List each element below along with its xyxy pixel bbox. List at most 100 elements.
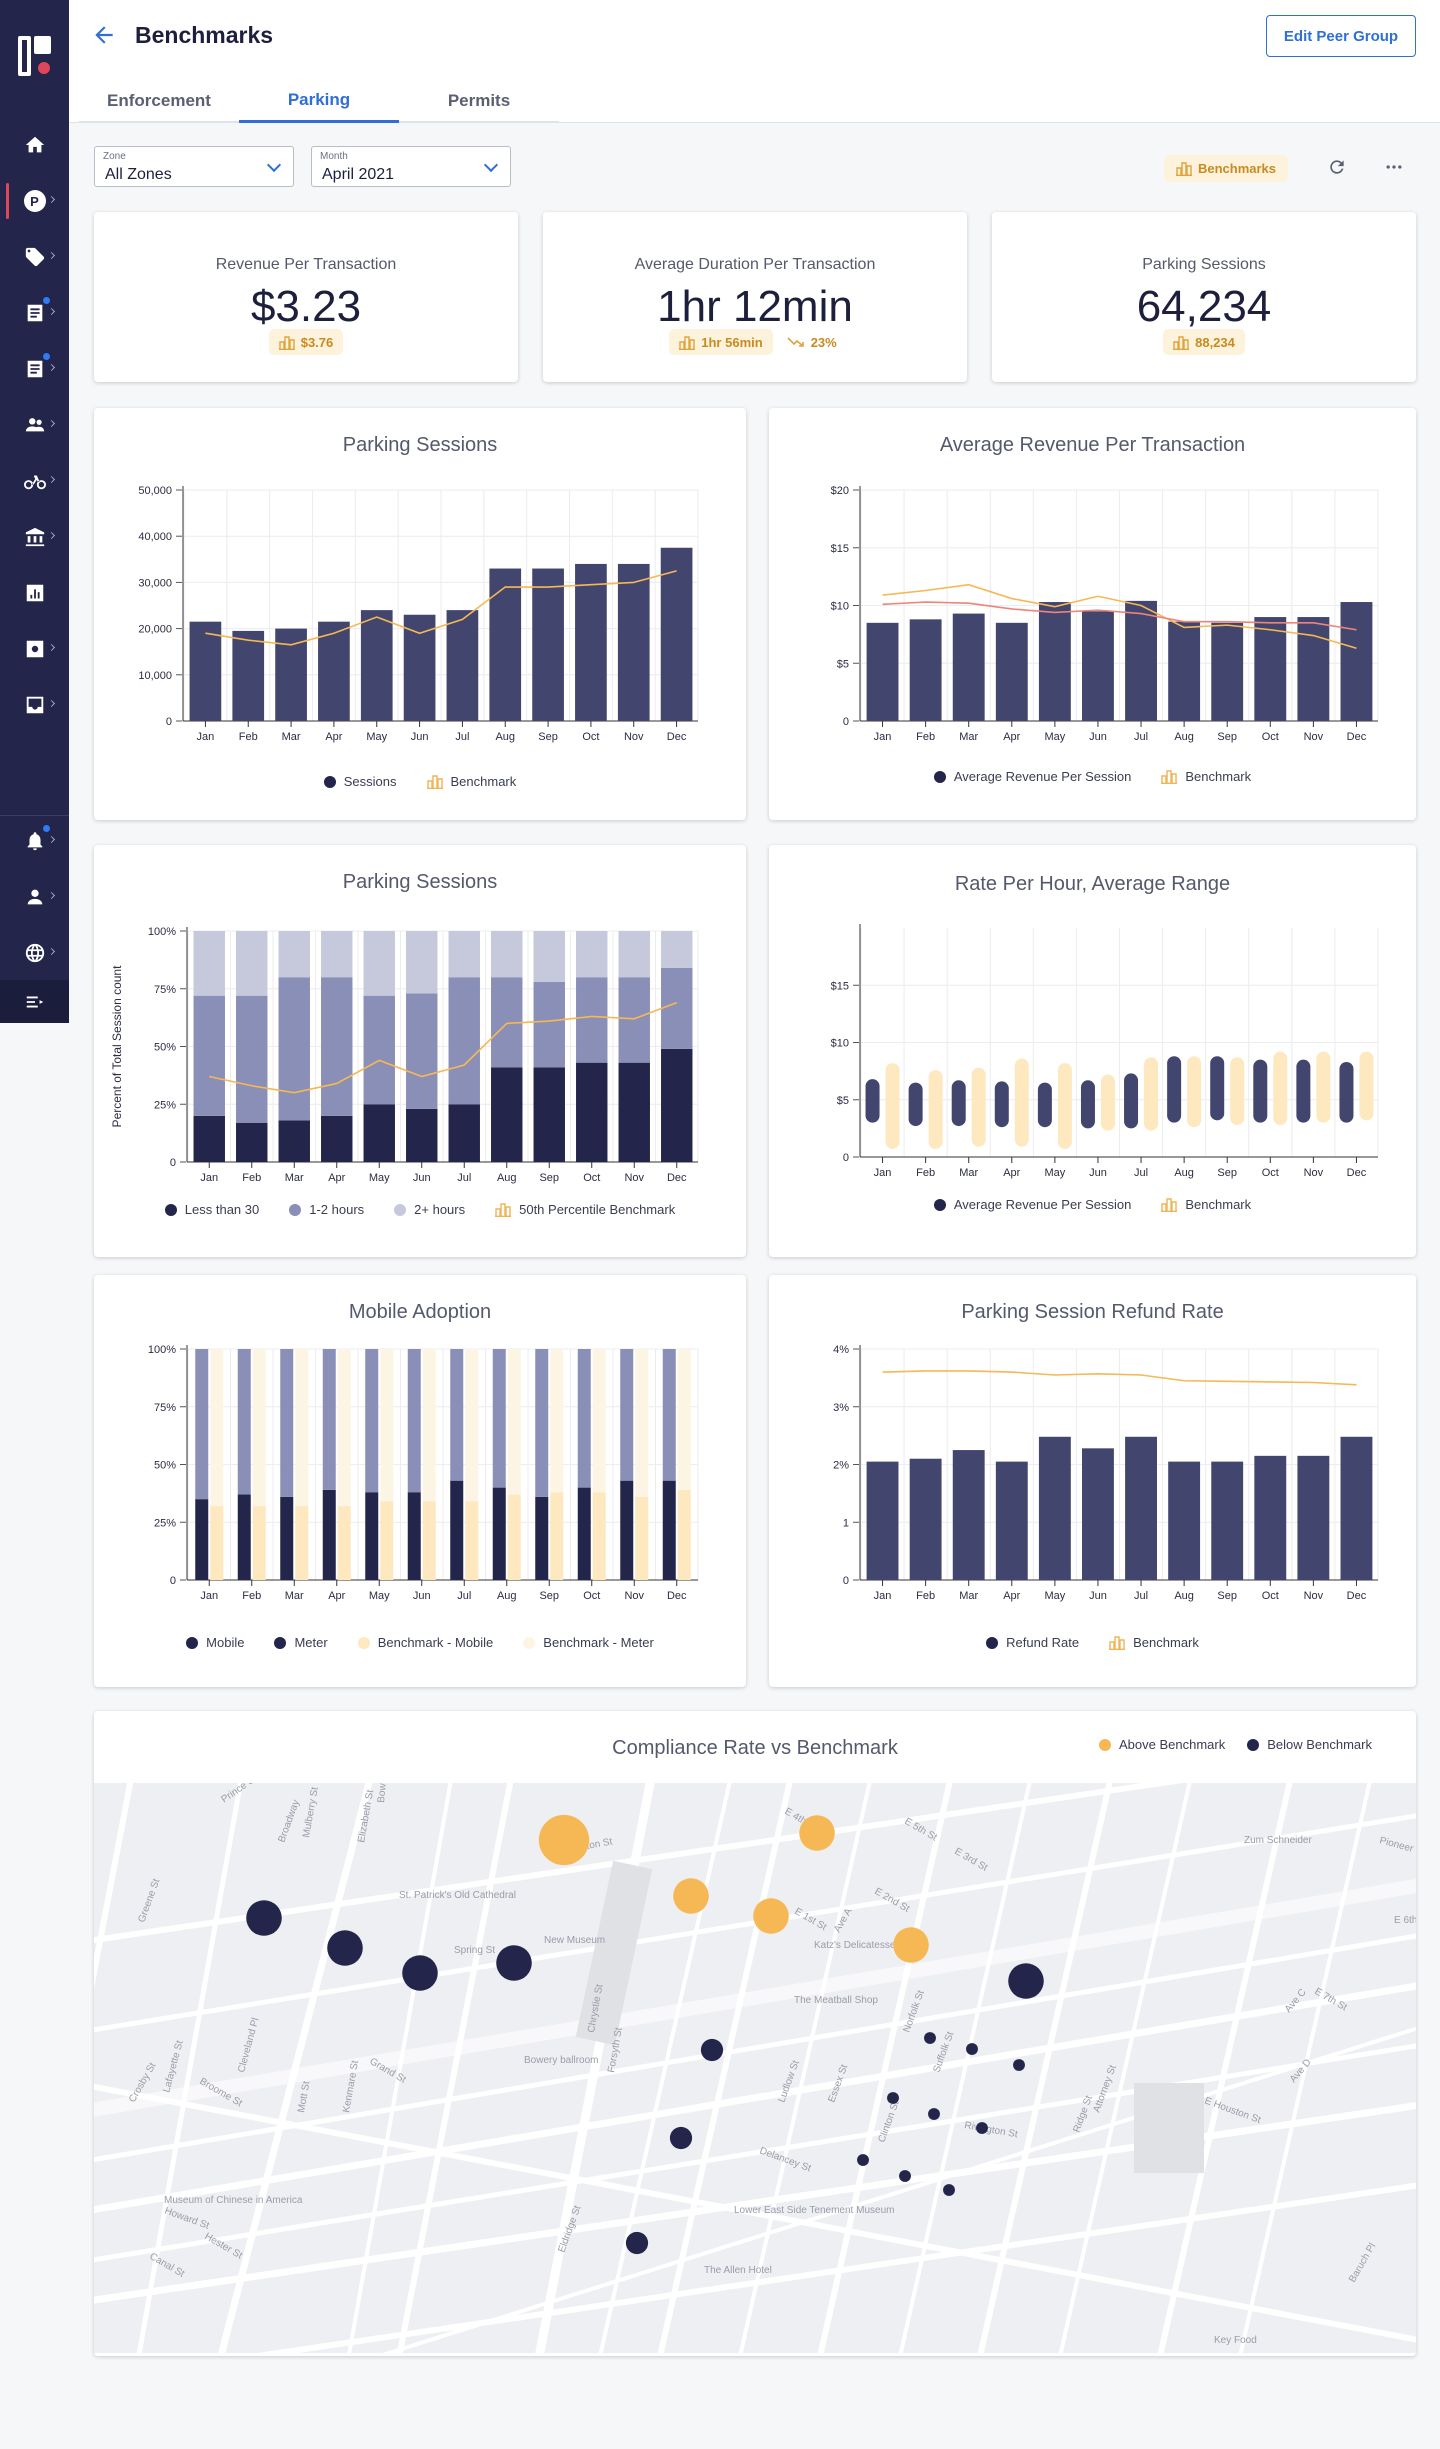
y-tick-label: 25%: [154, 1099, 176, 1111]
stacked-bar-mobile: [577, 1487, 591, 1580]
map-point-above-benchmark[interactable]: [753, 1898, 789, 1934]
nav-parking[interactable]: P: [0, 179, 69, 223]
legend-item-average-revenue-per-session: Average Revenue Per Session: [933, 1197, 1131, 1212]
map-point-below-benchmark[interactable]: [625, 2231, 649, 2255]
stacked-bar-meter: [620, 1349, 634, 1481]
legend-item-average-revenue-per-session: Average Revenue Per Session: [933, 769, 1131, 784]
stacked-bar-2-hours: [661, 931, 693, 968]
nav-language[interactable]: [0, 931, 69, 975]
nav-users[interactable]: [0, 403, 69, 447]
stacked-bar-benchmark-meter: [465, 1349, 479, 1502]
x-tick-label: Oct: [583, 1172, 600, 1184]
map-point-below-benchmark[interactable]: [857, 2154, 869, 2166]
bar-average-revenue-per-session: [866, 622, 899, 721]
nav-home[interactable]: [0, 123, 69, 167]
y-tick-label: 50%: [154, 1042, 176, 1054]
map-point-below-benchmark[interactable]: [899, 2170, 911, 2182]
back-arrow-icon[interactable]: [91, 22, 117, 48]
edit-peer-group-button[interactable]: Edit Peer Group: [1266, 15, 1416, 57]
map-point-below-benchmark[interactable]: [887, 2092, 899, 2104]
kpi-label: Parking Sessions: [1142, 256, 1266, 273]
compliance-map[interactable]: Prince St Broadway Mulberry St Elizabeth St…: [94, 1783, 1416, 2353]
bicycle-icon: [23, 475, 46, 490]
bar-refund-rate: [866, 1461, 899, 1580]
map-point-above-benchmark[interactable]: [893, 1927, 929, 1963]
map-point-below-benchmark[interactable]: [924, 2032, 936, 2044]
app-logo[interactable]: [18, 36, 51, 76]
x-tick-label: Aug: [497, 1590, 517, 1602]
chevron-right-icon: [49, 251, 57, 261]
nav-citations[interactable]: [0, 291, 69, 335]
chevron-right-icon: [49, 307, 57, 317]
stacked-bar-less-than-30: [448, 1104, 480, 1162]
range-bar-average: [1167, 1056, 1182, 1123]
x-tick-label: Jan: [197, 731, 215, 743]
chart-title: Parking Session Refund Rate: [961, 1301, 1224, 1323]
map-street-label: Greene St: [136, 1877, 162, 1924]
map-point-above-benchmark[interactable]: [799, 1815, 835, 1851]
map-point-above-benchmark[interactable]: [673, 1878, 709, 1914]
collapse-sidebar-button[interactable]: [0, 980, 69, 1023]
month-select[interactable]: Month April 2021: [311, 146, 511, 187]
x-tick-label: Sep: [539, 1172, 559, 1184]
map-point-below-benchmark[interactable]: [1013, 2059, 1025, 2071]
map-point-below-benchmark[interactable]: [943, 2184, 955, 2196]
tab-enforcement[interactable]: Enforcement: [79, 80, 239, 123]
chart-marks: [189, 547, 693, 721]
x-tick-label: Jun: [1089, 1167, 1107, 1179]
zone-select-label: Zone: [103, 151, 126, 162]
nav-settings[interactable]: [0, 627, 69, 671]
map-point-below-benchmark[interactable]: [402, 1955, 438, 1991]
x-tick-label: Apr: [1003, 731, 1020, 743]
map-point-below-benchmark[interactable]: [1008, 1963, 1044, 1999]
benchmarks-toggle[interactable]: Benchmarks: [1164, 155, 1288, 182]
bar-sessions: [403, 614, 436, 721]
map-street-label: Spring St: [454, 1945, 495, 1956]
chart-title: Compliance Rate vs Benchmark: [612, 1737, 898, 1759]
line-benchmark: [882, 583, 1357, 650]
legend-label: 2+ hours: [414, 1202, 466, 1217]
map-point-below-benchmark[interactable]: [327, 1930, 363, 1966]
stacked-bar-less-than-30: [491, 1067, 523, 1162]
bar-sessions: [532, 568, 564, 721]
y-tick-label: 0: [166, 716, 172, 728]
nav-tags[interactable]: [0, 235, 69, 279]
parking-sessions-chart: 0 10,000 20,000 30,000 40,000 50,000 Jan Feb Mar…: [138, 485, 699, 743]
map-point-below-benchmark[interactable]: [700, 2038, 724, 2062]
tab-permits[interactable]: Permits: [399, 80, 559, 123]
gear-icon: [26, 640, 43, 658]
map-point-below-benchmark[interactable]: [928, 2108, 940, 2120]
more-horizontal-icon: [1386, 165, 1402, 169]
range-bar-benchmark: [971, 1067, 986, 1147]
stacked-bar-less-than-30: [661, 1048, 693, 1162]
nav-permits[interactable]: [0, 347, 69, 391]
nav-analytics[interactable]: [0, 571, 69, 615]
map-point-below-benchmark[interactable]: [976, 2122, 988, 2134]
legend-item-benchmark-mobile: Benchmark - Mobile: [357, 1635, 493, 1650]
map-point-below-benchmark[interactable]: [246, 1900, 282, 1936]
map-point-below-benchmark[interactable]: [669, 2126, 693, 2150]
refresh-button[interactable]: [1324, 154, 1350, 180]
map-point-below-benchmark[interactable]: [496, 1945, 532, 1981]
stacked-bar-meter: [237, 1349, 251, 1495]
nav-profile[interactable]: [0, 875, 69, 919]
kpi-benchmark-value: 1hr 56min: [701, 334, 763, 350]
nav-finance[interactable]: [0, 515, 69, 559]
notification-dot: [43, 297, 50, 304]
more-options-button[interactable]: [1381, 154, 1407, 180]
range-bar-average: [1124, 1073, 1139, 1129]
nav-mobility[interactable]: [0, 459, 69, 503]
tab-parking[interactable]: Parking: [239, 80, 399, 123]
bar-average-revenue-per-session: [1297, 617, 1330, 721]
nav-inbox[interactable]: [0, 683, 69, 727]
range-bar-average: [865, 1079, 880, 1123]
bar-sessions: [660, 547, 693, 721]
map-point-below-benchmark[interactable]: [966, 2043, 978, 2055]
legend-swatch: [186, 1636, 199, 1649]
bank-icon: [25, 527, 44, 547]
chevron-right-icon: [49, 419, 57, 429]
zone-select[interactable]: Zone All Zones: [94, 146, 294, 187]
map-point-above-benchmark[interactable]: [538, 1814, 590, 1866]
nav-notifications[interactable]: [0, 819, 69, 863]
